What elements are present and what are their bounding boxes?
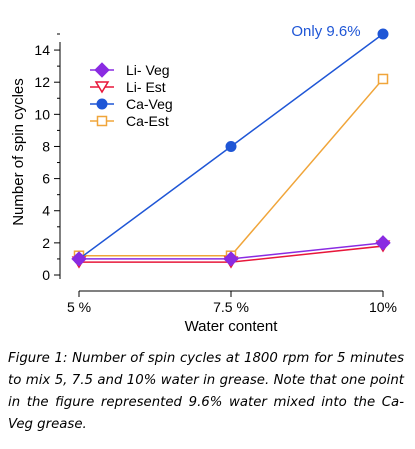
annotation-only-9-6: Only 9.6% — [291, 23, 360, 40]
x-tick-label: 10% — [369, 299, 397, 315]
y-tick-label: 0 — [42, 267, 50, 283]
x-axis: 5 % 7.5 % 10% — [67, 290, 397, 315]
y-tick-label: 10 — [34, 106, 50, 122]
data-point-ca-veg — [377, 28, 389, 40]
legend-label-li-est: Li- Est — [126, 79, 166, 95]
series-layer — [71, 28, 391, 269]
y-tick-label: 12 — [34, 74, 50, 90]
series-ca-est — [73, 73, 389, 261]
data-point-ca-est — [377, 73, 389, 85]
y-tick-label: 4 — [42, 203, 50, 219]
data-point-li-veg — [223, 251, 239, 267]
legend-entry-li-est: Li- Est — [90, 79, 166, 95]
data-point-ca-veg — [225, 140, 237, 152]
y-tick-label: 8 — [42, 138, 50, 154]
legend-marker-li-veg — [94, 62, 110, 78]
spin-cycles-line-chart: 0 2 4 6 8 10 12 14 5 % 7.5 % 10% Number of spin c… — [10, 23, 397, 335]
y-axis-title: Number of spin cycles — [10, 78, 27, 226]
series-line-ca-est — [79, 78, 384, 257]
x-tick-label: 5 % — [67, 299, 91, 315]
x-tick-label: 7.5 % — [213, 299, 249, 315]
series-ca-veg — [73, 28, 389, 265]
figure-caption: Figure 1: Number of spin cycles at 1800 … — [8, 351, 404, 432]
legend-marker-ca-veg — [96, 98, 108, 110]
data-point-li-veg — [375, 235, 391, 251]
legend-label-ca-est: Ca-Est — [126, 113, 169, 129]
y-tick-label: 2 — [42, 235, 50, 251]
legend-entry-ca-veg: Ca-Veg — [90, 96, 173, 112]
y-tick-label: 6 — [42, 171, 50, 187]
series-li-veg — [71, 235, 391, 267]
data-point-li-veg — [71, 251, 87, 267]
legend-entry-ca-est: Ca-Est — [90, 113, 169, 129]
y-axis: 0 2 4 6 8 10 12 14 — [34, 33, 61, 283]
x-axis-title: Water content — [185, 318, 279, 335]
legend-label-ca-veg: Ca-Veg — [126, 96, 173, 112]
legend-marker-ca-est — [96, 115, 108, 127]
legend-marker-li-est — [94, 81, 110, 94]
y-tick-label: 14 — [34, 42, 50, 58]
legend-entry-li-veg: Li- Veg — [90, 62, 170, 78]
legend-label-li-veg: Li- Veg — [126, 62, 170, 78]
